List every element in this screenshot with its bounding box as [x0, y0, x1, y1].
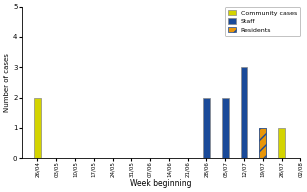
Bar [34, 98, 41, 158]
Bar [259, 128, 266, 158]
Y-axis label: Number of cases: Number of cases [4, 53, 10, 112]
Bar [259, 128, 266, 158]
Legend: Community cases, Staff, Residents: Community cases, Staff, Residents [225, 7, 300, 36]
Bar [222, 98, 228, 158]
Bar [278, 128, 285, 158]
Bar [241, 67, 247, 158]
X-axis label: Week beginning: Week beginning [130, 179, 192, 188]
Bar [203, 98, 210, 158]
